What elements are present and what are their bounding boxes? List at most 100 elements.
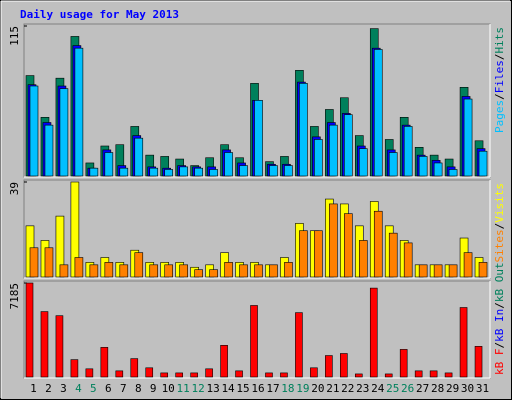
x-tick-label: 4 (75, 382, 82, 395)
bar (25, 282, 34, 378)
bar (70, 359, 79, 378)
bar (295, 312, 303, 378)
legend-entry: Files (493, 60, 506, 93)
bar (100, 347, 109, 378)
bar (115, 370, 124, 378)
x-tick-label: 14 (221, 382, 235, 395)
x-tick-label: 17 (266, 382, 279, 395)
bar (160, 372, 169, 378)
bar (403, 126, 413, 177)
bar (59, 88, 69, 177)
bar (418, 156, 428, 177)
legend-entry: Visits (493, 183, 506, 223)
bar (89, 167, 99, 177)
bar (29, 85, 39, 177)
bar (344, 213, 353, 278)
legend: Sites/Visits (493, 183, 506, 263)
legend-separator: / (493, 223, 506, 230)
bar (254, 100, 263, 177)
y-tick-label: 115 (8, 26, 21, 46)
x-tick-label: 8 (135, 382, 142, 395)
bar (463, 252, 473, 278)
bar (448, 264, 458, 278)
bar (164, 264, 174, 278)
bar (340, 353, 348, 378)
legend-entry: Sites (493, 229, 506, 262)
legend: Pages/Files/Hits (493, 27, 506, 133)
bar (239, 264, 248, 278)
bar (175, 372, 183, 378)
x-tick-label: 2 (45, 382, 52, 395)
legend: kB F/kB In/kB Out (493, 262, 506, 375)
bar (448, 169, 458, 177)
bar (284, 262, 293, 278)
bar (265, 372, 273, 378)
bar (254, 264, 263, 278)
bar (373, 49, 383, 177)
x-tick-label: 15 (236, 382, 249, 395)
bar (239, 165, 248, 177)
bar (250, 305, 258, 378)
x-tick-label: 12 (192, 382, 205, 395)
y-tick-label: 7185 (8, 283, 21, 310)
bar (433, 162, 443, 177)
x-tick-label: 3 (60, 382, 67, 395)
bar (40, 311, 49, 378)
bar (194, 269, 203, 278)
bar (358, 148, 368, 177)
x-tick-label: 24 (371, 382, 385, 395)
x-tick-label: 13 (206, 382, 219, 395)
bar (399, 349, 408, 378)
bar (354, 373, 363, 378)
bar (444, 372, 453, 378)
legend-separator: / (493, 342, 506, 349)
bar (194, 167, 203, 177)
bar (179, 264, 188, 278)
x-tick-label: 18 (281, 382, 294, 395)
x-tick-label: 23 (356, 382, 369, 395)
bar (134, 137, 144, 177)
bar (388, 152, 398, 177)
x-tick-label: 7 (120, 382, 127, 395)
y-tick-label: 39 (8, 182, 21, 195)
bar (314, 139, 323, 177)
legend-separator: / (493, 302, 506, 309)
bar (104, 152, 114, 177)
legend-entry: Pages (493, 100, 506, 133)
chart-title: Daily usage for May 2013 (20, 8, 179, 21)
bar (179, 166, 188, 177)
bar (325, 355, 333, 378)
bar (29, 247, 39, 278)
bar (74, 47, 84, 177)
x-tick-label: 5 (90, 382, 97, 395)
bar (310, 367, 318, 378)
bar (224, 262, 233, 278)
bar (414, 370, 423, 378)
x-tick-label: 28 (431, 382, 444, 395)
bar (269, 165, 278, 177)
bar (373, 210, 383, 278)
bar (429, 370, 438, 378)
bar (130, 358, 139, 378)
bar (134, 252, 144, 278)
bar (369, 287, 378, 378)
bar (59, 264, 69, 278)
bar (190, 372, 198, 378)
legend-entry: kB Out (493, 262, 506, 302)
legend-separator: / (493, 93, 506, 100)
bar (164, 169, 174, 177)
x-tick-label: 25 (386, 382, 399, 395)
bar (384, 373, 393, 378)
bar (55, 315, 64, 378)
bar (358, 240, 368, 278)
bar (224, 152, 233, 177)
bar (284, 165, 293, 177)
legend-entry: kB In (493, 309, 506, 342)
bar (403, 242, 413, 278)
bar (329, 203, 338, 278)
bar (44, 124, 54, 177)
x-tick-label: 11 (177, 382, 190, 395)
bar (145, 367, 154, 378)
legend-entry: kB F (493, 349, 506, 376)
